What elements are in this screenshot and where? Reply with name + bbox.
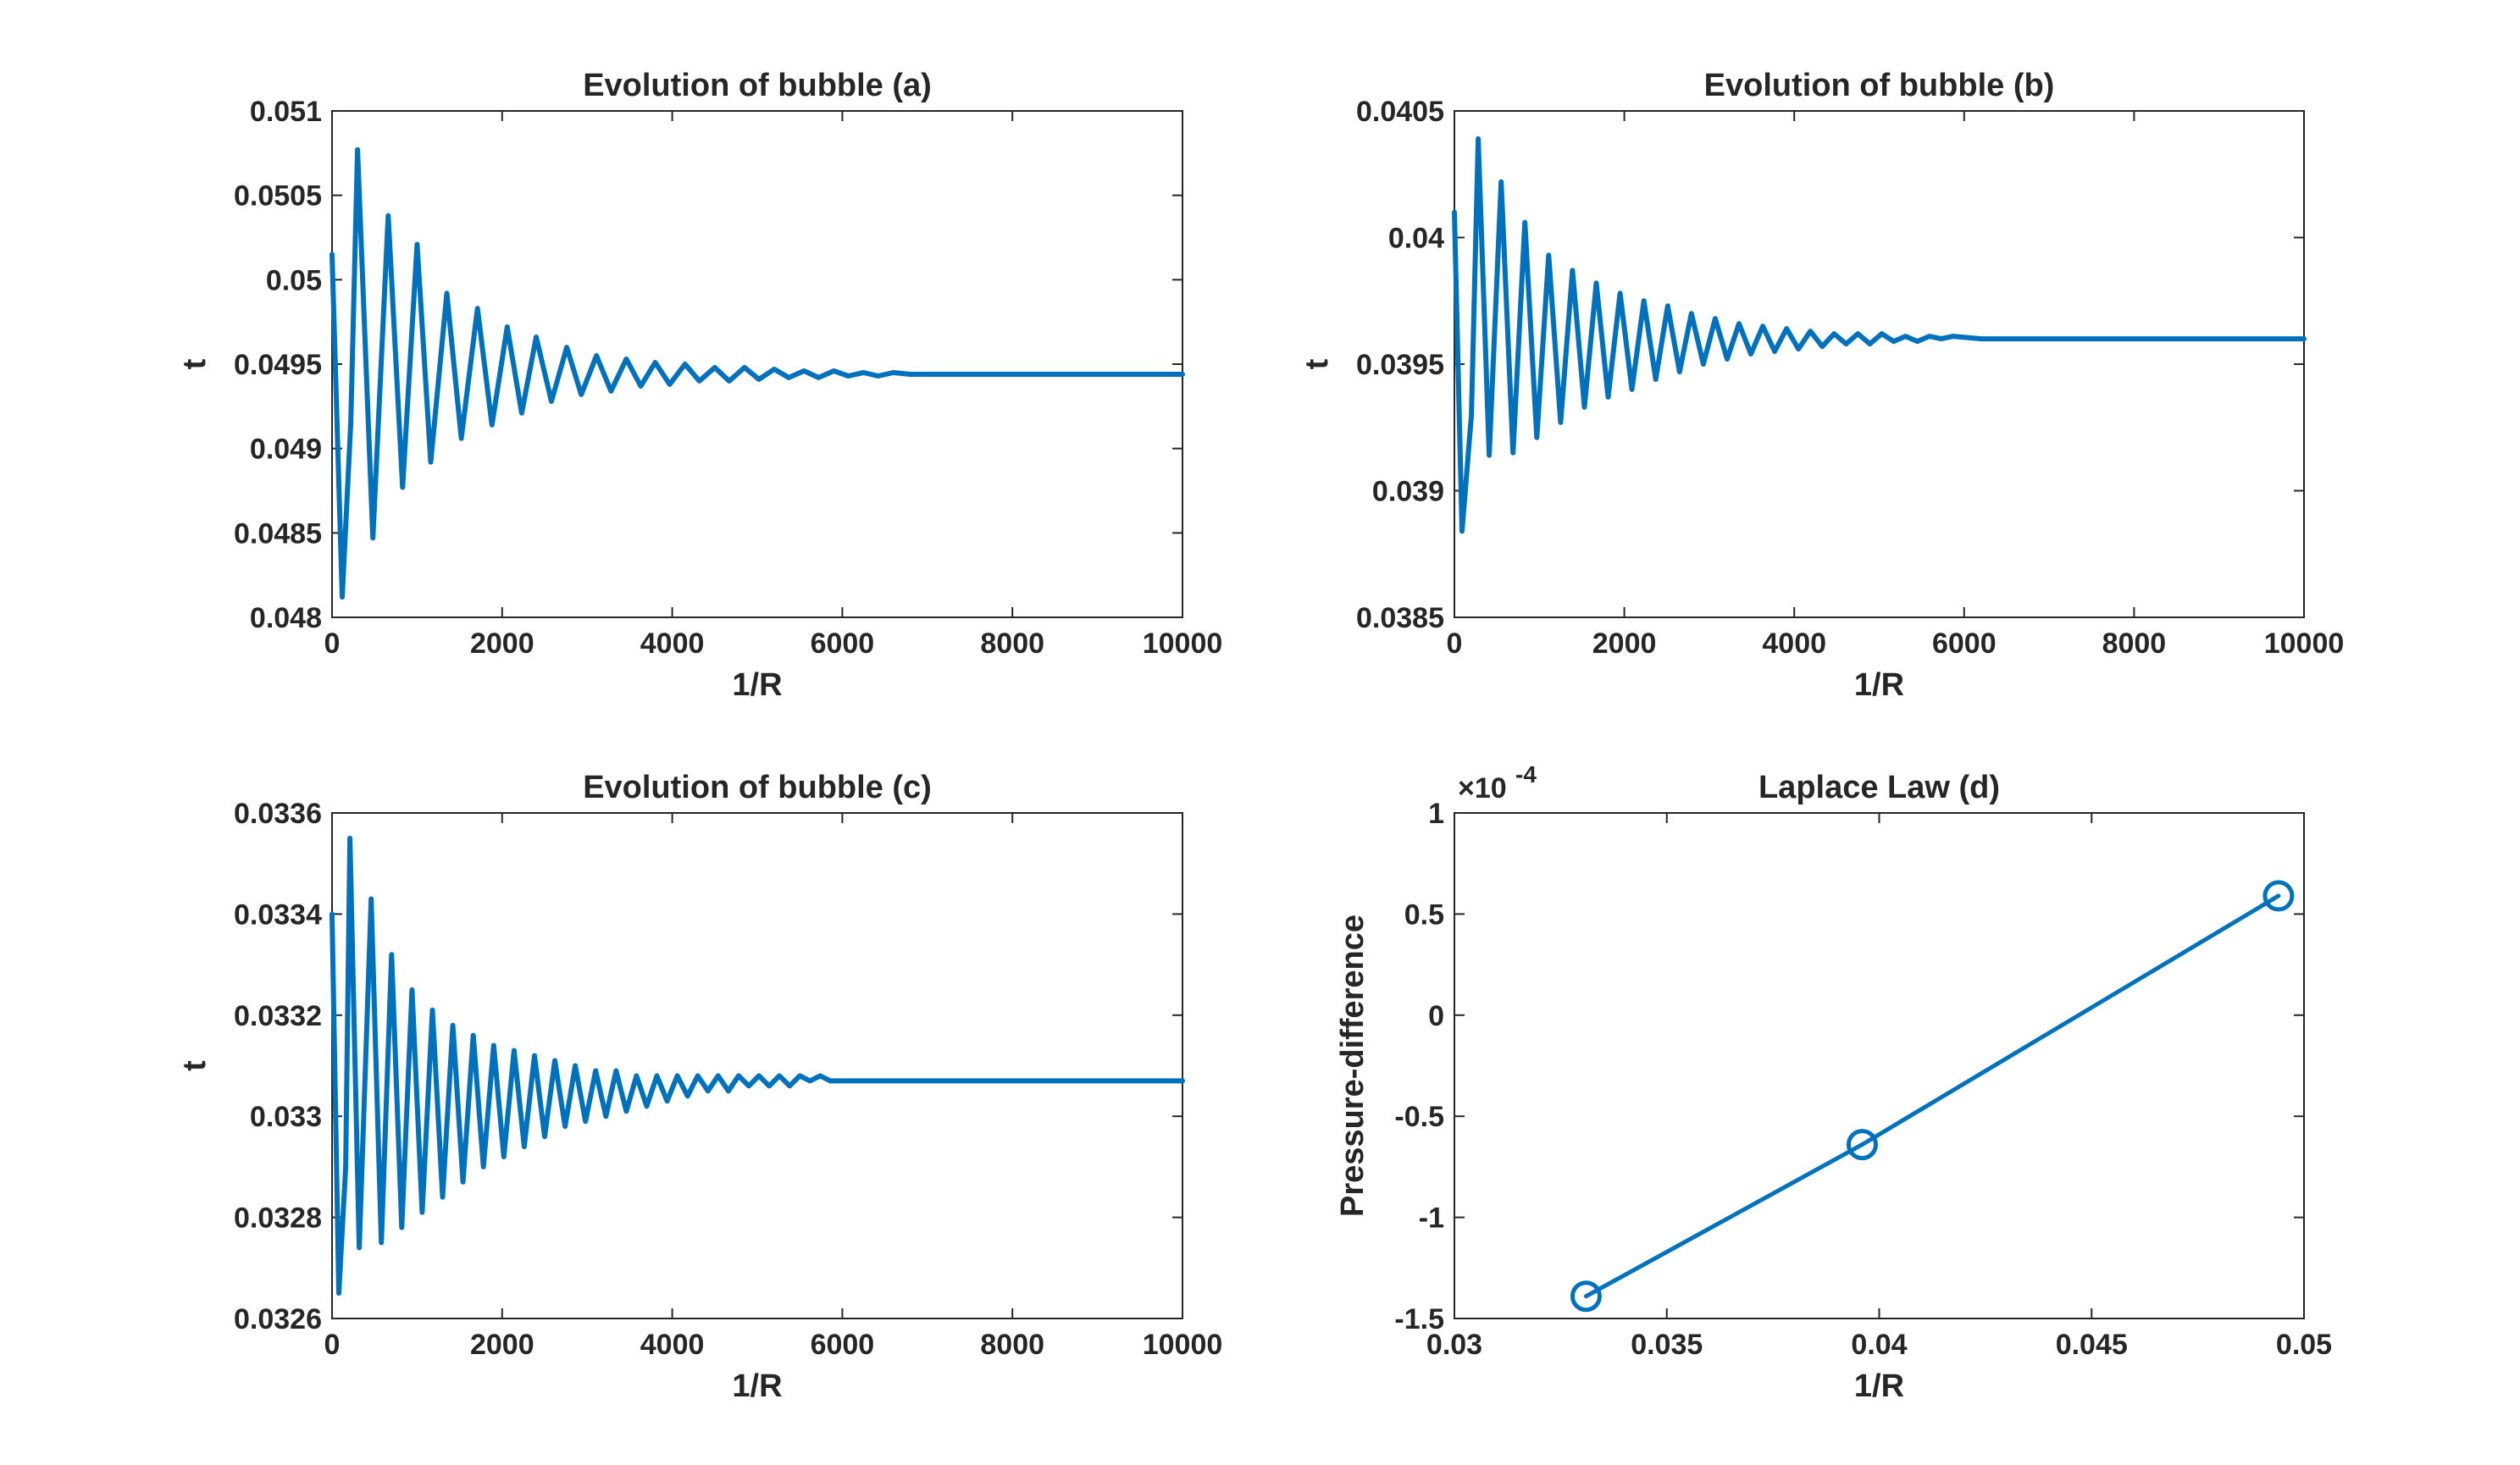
y-tick-label: 0.051 <box>250 96 322 128</box>
y-tick-label: -0.5 <box>1394 1101 1444 1133</box>
x-tick-label: 6000 <box>1932 627 1997 660</box>
x-tick-label: 0.035 <box>1631 1329 1703 1361</box>
x-tick-label: 0.04 <box>1851 1329 1907 1361</box>
y-tick-label: 0.0326 <box>234 1303 322 1335</box>
x-tick-label: 8000 <box>2102 627 2167 660</box>
axes-box <box>331 110 1183 618</box>
data-point <box>1570 1280 1602 1313</box>
y-tick-label: 0.0336 <box>234 798 322 830</box>
x-axis-label: 1/R <box>1854 667 1904 703</box>
y-tick-label: 0.5 <box>1404 898 1444 931</box>
series-line <box>1452 135 2307 534</box>
x-tick-label: 10000 <box>1143 627 1223 660</box>
y-tick-label: 0.0385 <box>1356 602 1444 634</box>
x-tick-label: 10000 <box>1143 1329 1223 1361</box>
x-tick-label: 4000 <box>1762 627 1826 660</box>
chart-title: Laplace Law (d) <box>1758 770 2000 805</box>
y-tick-label: 0.04 <box>1388 223 1444 255</box>
axes-box <box>331 812 1183 1319</box>
y-axis-label: t <box>177 1060 213 1071</box>
x-tick-label: 0 <box>324 1329 341 1361</box>
x-tick-label: 8000 <box>980 1329 1044 1361</box>
y-tick-label: 0.048 <box>250 602 322 634</box>
x-tick-label: 6000 <box>811 1329 875 1361</box>
y-tick-label: 0.0495 <box>234 349 322 381</box>
x-tick-label: 2000 <box>470 1329 534 1361</box>
x-axis-label: 1/R <box>732 1368 782 1404</box>
y-axis-label: t <box>1299 358 1335 369</box>
y-tick-label: 0.039 <box>1372 476 1444 508</box>
data-point <box>1846 1129 1878 1161</box>
y-tick-label: 0.049 <box>250 434 322 466</box>
subplot-3: 0.03 0.035 0.04 0.045 0.05 -1.5 -1 -0.5 0 0.5 1 Lap… <box>1335 761 2332 1404</box>
x-tick-label: 4000 <box>640 627 705 660</box>
subplot-1: 0 2000 4000 6000 8000 10000 0.0385 0.039 0.0395 0… <box>1299 68 2344 703</box>
x-tick-label: 0.045 <box>2056 1329 2128 1361</box>
series-line <box>1584 893 2281 1299</box>
y-tick-label: -1 <box>1419 1202 1444 1235</box>
chart-title: Evolution of bubble (c) <box>583 770 932 805</box>
y-tick-label: -1.5 <box>1394 1303 1444 1335</box>
series-line <box>330 835 1185 1296</box>
x-tick-label: 4000 <box>640 1329 705 1361</box>
y-tick-label: 0.0405 <box>1356 96 1444 128</box>
series-line <box>330 146 1185 600</box>
chart-title: Evolution of bubble (a) <box>583 68 932 103</box>
y-tick-label: 0.0334 <box>234 898 322 931</box>
x-tick-label: 8000 <box>980 627 1044 660</box>
exponent-power: -4 <box>1515 761 1537 788</box>
x-axis-label: 1/R <box>732 667 782 703</box>
y-axis-label: Pressure-difference <box>1335 915 1371 1217</box>
x-tick-label: 6000 <box>811 627 875 660</box>
x-axis-label: 1/R <box>1854 1368 1904 1404</box>
y-tick-label: 0.0505 <box>234 180 322 213</box>
x-tick-label: 0 <box>324 627 341 660</box>
subplot-0: 0 2000 4000 6000 8000 10000 0.048 0.0485 0.049 0.… <box>177 68 1222 703</box>
chart-title: Evolution of bubble (b) <box>1704 68 2055 103</box>
y-tick-label: 1 <box>1428 798 1444 830</box>
exponent-label: ×10 <box>1458 772 1507 804</box>
y-tick-label: 0.05 <box>266 264 322 296</box>
y-axis-label: t <box>177 358 213 369</box>
subplot-2: 0 2000 4000 6000 8000 10000 0.0326 0.0328 0.033 0… <box>177 770 1222 1404</box>
y-tick-label: 0.0395 <box>1356 349 1444 381</box>
axes-box <box>1454 812 2305 1319</box>
y-tick-label: 0.0485 <box>234 517 322 550</box>
y-tick-label: 0 <box>1428 1000 1444 1032</box>
x-tick-label: 0.03 <box>1426 1329 1482 1361</box>
x-tick-label: 10000 <box>2264 627 2345 660</box>
x-tick-label: 0.05 <box>2276 1329 2332 1361</box>
data-point <box>2262 880 2295 912</box>
axes-box <box>1454 110 2305 618</box>
x-tick-label: 2000 <box>470 627 534 660</box>
x-tick-label: 2000 <box>1592 627 1657 660</box>
y-tick-label: 0.0332 <box>234 1000 322 1032</box>
x-tick-label: 0 <box>1447 627 1463 660</box>
y-tick-label: 0.033 <box>250 1101 322 1133</box>
y-tick-label: 0.0328 <box>234 1202 322 1235</box>
